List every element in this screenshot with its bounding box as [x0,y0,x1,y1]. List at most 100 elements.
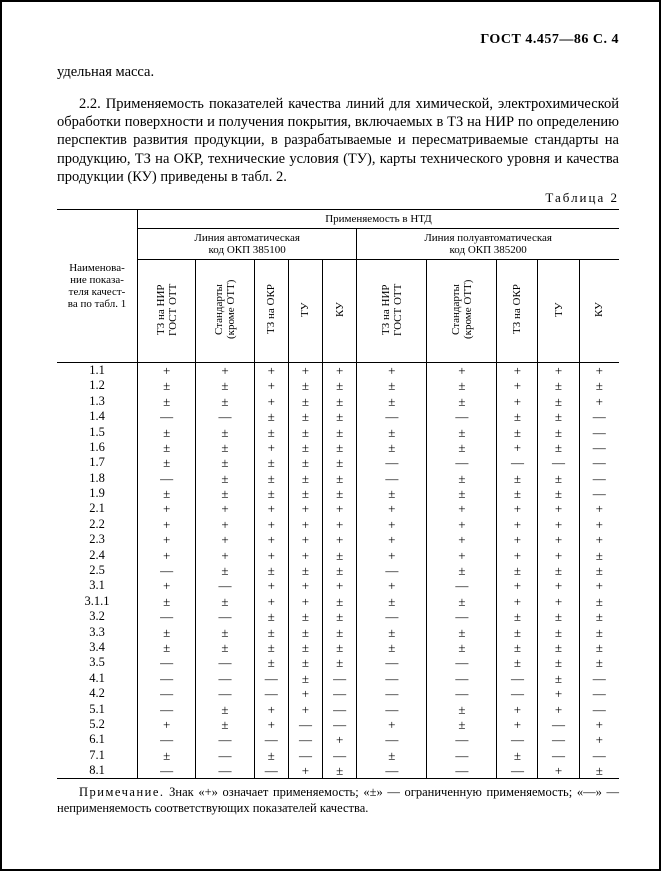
cell-symbol: ± [254,609,288,624]
cell-symbol: ± [288,640,322,655]
cell-symbol: — [497,686,538,701]
row-label: 3.2 [57,609,138,624]
cell-symbol: — [579,671,619,686]
cell-symbol: + [538,594,579,609]
cell-symbol: + [497,547,538,562]
cell-symbol: ± [323,763,357,779]
row-label: 5.2 [57,717,138,732]
row-label: 1.1 [57,362,138,378]
cell-symbol: + [538,578,579,593]
cell-symbol: — [357,409,427,424]
cell-symbol: — [357,701,427,716]
cell-symbol: — [196,578,254,593]
cell-symbol: ± [497,640,538,655]
cell-symbol: ± [427,624,497,639]
cell-symbol: + [538,763,579,779]
row-label: 3.5 [57,655,138,670]
cell-symbol: + [579,578,619,593]
cell-symbol: ± [538,378,579,393]
cell-symbol: + [138,547,196,562]
cell-symbol: ± [254,486,288,501]
cell-symbol: + [288,501,322,516]
cell-symbol: ± [323,563,357,578]
cell-symbol: + [254,717,288,732]
row-label: 6.1 [57,732,138,747]
row-label: 4.2 [57,686,138,701]
cell-symbol: + [288,701,322,716]
cell-symbol: — [427,578,497,593]
applicability-table: Наименова- ние показа- теля качест- ва п… [57,209,619,780]
cell-symbol: — [427,409,497,424]
cell-symbol: + [288,362,322,378]
cell-symbol: + [254,701,288,716]
cell-symbol: — [196,609,254,624]
cell-symbol: — [579,748,619,763]
cell-symbol: + [138,532,196,547]
cell-symbol: ± [196,470,254,485]
cell-symbol: ± [497,409,538,424]
cell-symbol: ± [579,609,619,624]
cell-symbol: + [323,501,357,516]
cell-symbol: ± [138,378,196,393]
cell-symbol: + [497,362,538,378]
cell-symbol: + [254,594,288,609]
row-label: 4.1 [57,671,138,686]
row-label: 1.9 [57,486,138,501]
cell-symbol: + [579,732,619,747]
cell-symbol: ± [357,394,427,409]
cell-symbol: ± [538,655,579,670]
cell-symbol: ± [579,594,619,609]
cell-symbol: + [538,701,579,716]
cell-symbol: — [357,563,427,578]
cell-symbol: ± [254,655,288,670]
cell-symbol: — [579,701,619,716]
cell-symbol: ± [254,409,288,424]
cell-symbol: + [254,547,288,562]
cell-symbol: — [357,470,427,485]
cell-symbol: — [138,563,196,578]
cell-symbol: + [579,501,619,516]
cell-symbol: + [357,362,427,378]
column-header: ТЗ на ОКР [497,259,538,362]
cell-symbol: ± [196,563,254,578]
cell-symbol: ± [579,547,619,562]
cell-symbol: — [196,732,254,747]
cell-symbol: — [323,748,357,763]
cell-symbol: — [357,609,427,624]
cell-symbol: — [196,763,254,779]
cell-symbol: ± [538,640,579,655]
cell-symbol: ± [254,470,288,485]
table-caption: Таблица 2 [57,190,619,206]
cell-symbol: ± [579,640,619,655]
cell-symbol: ± [288,624,322,639]
cell-symbol: ± [497,424,538,439]
cell-symbol: ± [427,470,497,485]
cell-symbol: + [538,517,579,532]
cell-symbol: ± [357,440,427,455]
cell-symbol: ± [254,455,288,470]
cell-symbol: ± [427,486,497,501]
cell-symbol: ± [254,624,288,639]
cell-symbol: — [288,732,322,747]
cell-symbol: + [497,378,538,393]
cell-symbol: + [196,547,254,562]
cell-symbol: + [138,501,196,516]
cell-symbol: — [323,717,357,732]
cell-symbol: + [497,532,538,547]
cell-symbol: ± [497,470,538,485]
cell-symbol: + [579,532,619,547]
cell-symbol: + [497,517,538,532]
group-top: Применяемость в НТД [138,209,620,228]
cell-symbol: — [427,455,497,470]
cell-symbol: ± [323,486,357,501]
cell-symbol: — [579,424,619,439]
cell-symbol: — [427,732,497,747]
cell-symbol: ± [323,440,357,455]
cell-symbol: + [196,532,254,547]
cell-symbol: — [254,763,288,779]
group-b-header: Линия полуавтоматическая код ОКП 385200 [357,228,619,259]
cell-symbol: + [579,362,619,378]
row-label: 1.5 [57,424,138,439]
cell-symbol: + [357,532,427,547]
cell-symbol: ± [138,394,196,409]
